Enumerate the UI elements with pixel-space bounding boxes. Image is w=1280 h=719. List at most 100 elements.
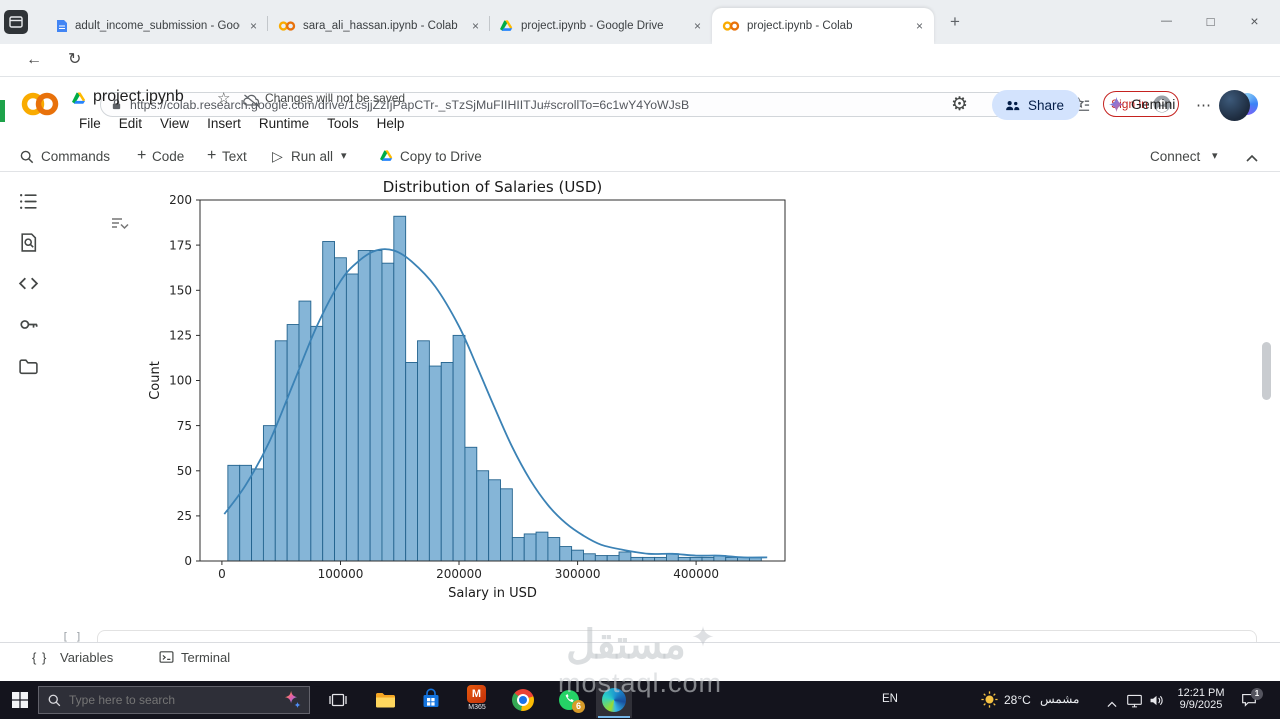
browser-menu-icon[interactable]: ⋯ [1196, 97, 1211, 114]
gemini-button[interactable]: Gemini [1131, 96, 1176, 112]
code-snippets-icon[interactable] [18, 273, 39, 299]
menu-edit[interactable]: Edit [118, 116, 143, 131]
weather-temperature[interactable]: 28°C [1004, 693, 1031, 707]
action-center-icon[interactable]: 1 [1240, 688, 1263, 714]
edge-active-highlight[interactable] [596, 682, 632, 718]
google-doc-icon [57, 20, 67, 32]
svg-text:100: 100 [169, 374, 192, 388]
task-view-icon[interactable] [328, 690, 348, 715]
collapse-sections-icon[interactable] [1245, 151, 1259, 169]
clock-time: 12:21 PM [1177, 687, 1225, 699]
menu-view[interactable]: View [160, 116, 190, 131]
weather-condition[interactable]: مشمس [1040, 692, 1080, 706]
browser-tab-3[interactable]: project.ipynb - Google Drive × [490, 8, 712, 44]
url-bar[interactable]: https://colab.research.google.com/drive/… [100, 92, 1062, 117]
browser-tab-2[interactable]: sara_ali_hassan.ipynb - Colab × [268, 8, 490, 44]
weather-sun-icon[interactable] [980, 690, 999, 714]
run-all-play-icon[interactable]: ▷ [272, 148, 283, 164]
next-cell-run-prompt[interactable]: [ ] [62, 630, 82, 643]
copy-to-drive-button[interactable]: Copy to Drive [400, 149, 482, 164]
tab-separator [489, 16, 490, 31]
window-close-button[interactable]: × [1250, 13, 1259, 29]
volume-icon[interactable] [1148, 692, 1165, 714]
display-icon[interactable] [1126, 692, 1143, 714]
menu-runtime[interactable]: Runtime [258, 116, 310, 131]
notebook-scrollbar[interactable] [1262, 342, 1271, 400]
back-button[interactable]: ← [26, 51, 42, 68]
tab-actions-icon[interactable] [4, 10, 28, 39]
tab-close-icon[interactable]: × [915, 18, 923, 33]
window-minimize-button[interactable]: — [1161, 15, 1172, 27]
language-indicator[interactable]: EN [882, 693, 898, 705]
add-code-icon[interactable]: + [137, 147, 147, 164]
refresh-button[interactable]: ↻ [68, 51, 82, 68]
variables-button[interactable]: Variables [60, 650, 114, 665]
profile-avatar-icon [1153, 95, 1171, 113]
url-text: https://colab.research.google.com/drive/… [130, 97, 690, 112]
browser-tab-active[interactable]: project.ipynb - Colab × [712, 8, 934, 44]
start-button[interactable] [12, 692, 28, 713]
commands-button[interactable] [19, 149, 35, 170]
commands-label[interactable]: Commands [41, 149, 111, 164]
add-text-icon[interactable]: + [207, 147, 217, 164]
browser-tab-1[interactable]: adult_income_submission - Goog × [46, 8, 268, 44]
taskbar-search-input[interactable] [69, 693, 274, 707]
whatsapp-icon[interactable]: 6 [558, 689, 585, 716]
edge-icon[interactable] [602, 688, 626, 712]
tab-title: sara_ali_hassan.ipynb - Colab [303, 20, 458, 32]
connect-button[interactable]: Connect [1150, 149, 1201, 164]
share-label: Share [1028, 97, 1065, 113]
next-cell[interactable] [97, 630, 1257, 644]
hidden-icons-chevron[interactable] [1106, 696, 1118, 714]
connect-caret-icon[interactable]: ▾ [1212, 150, 1218, 162]
drive-file-icon [72, 92, 87, 111]
svg-text:25: 25 [177, 509, 192, 523]
star-notebook-icon[interactable]: ☆ [217, 90, 231, 107]
svg-text:75: 75 [177, 419, 192, 433]
chrome-icon[interactable] [512, 689, 534, 711]
clock-date: 9/9/2025 [1179, 699, 1223, 711]
share-button[interactable]: Share [992, 90, 1081, 120]
table-of-contents-icon[interactable] [18, 191, 39, 217]
tab-close-icon[interactable]: × [249, 18, 257, 33]
add-code-button[interactable]: Code [152, 149, 185, 164]
tab-title: project.ipynb - Colab [747, 20, 853, 32]
secrets-key-icon[interactable] [18, 314, 39, 340]
clock[interactable]: 12:21 PM 9/9/2025 [1170, 687, 1232, 711]
menu-tools[interactable]: Tools [327, 116, 359, 131]
settings-gear-icon[interactable]: ⚙ [951, 94, 969, 115]
m365-app-icon[interactable]: M M365 [467, 685, 487, 711]
user-avatar[interactable] [1219, 90, 1250, 121]
notebook-toolbar [0, 141, 1280, 172]
tab-separator [267, 16, 268, 31]
svg-text:0: 0 [218, 567, 226, 581]
window-maximize-button[interactable]: □ [1206, 13, 1215, 29]
menu-help[interactable]: Help [376, 116, 405, 131]
taskbar-search[interactable] [38, 686, 310, 714]
menu-file[interactable]: File [79, 116, 101, 131]
tab-close-icon[interactable]: × [471, 18, 479, 33]
colab-icon [278, 21, 296, 31]
tab-close-icon[interactable]: × [693, 18, 701, 33]
microsoft-store-icon[interactable] [420, 688, 442, 715]
colab-icon [722, 21, 740, 31]
colab-logo[interactable] [20, 91, 60, 122]
new-tab-button[interactable]: + [950, 12, 960, 31]
salary-distribution-chart: 0 25 50 75 100 125 150 175 200 0 100000 200000 30000… [145, 176, 805, 608]
file-explorer-icon[interactable] [374, 689, 396, 716]
sign-in-button[interactable]: Sign in [1103, 91, 1179, 117]
cloud-off-icon [243, 94, 261, 113]
menu-bar: File Edit View Insert Runtime Tools Help [70, 114, 413, 134]
files-folder-icon[interactable] [18, 356, 39, 382]
run-all-caret-icon[interactable]: ▾ [341, 150, 347, 162]
output-options-icon[interactable] [109, 214, 129, 239]
find-replace-icon[interactable] [18, 232, 39, 258]
terminal-button[interactable]: Terminal [181, 650, 231, 665]
notebook-title[interactable]: project.ipynb [93, 88, 184, 105]
menu-insert[interactable]: Insert [207, 116, 241, 131]
run-all-button[interactable]: Run all [291, 149, 334, 164]
sign-in-label: Sign in [1111, 97, 1148, 111]
terminal-icon [158, 649, 175, 670]
add-text-button[interactable]: Text [222, 149, 247, 164]
bing-sparkle-icon[interactable] [281, 689, 303, 711]
